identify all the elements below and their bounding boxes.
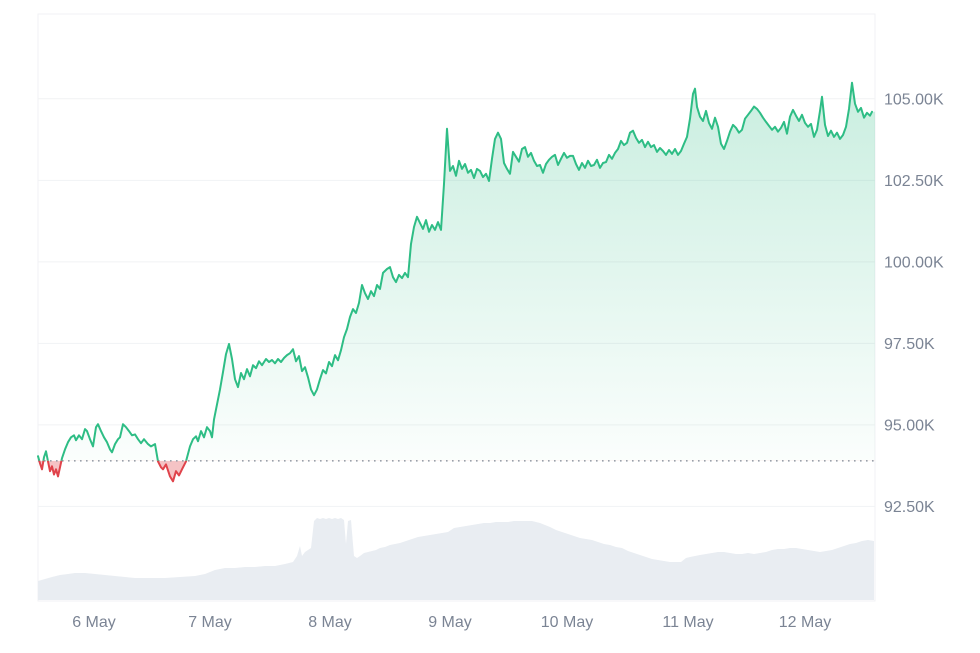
- x-axis-tick-label: 6 May: [72, 614, 116, 631]
- y-axis-tick-label: 105.00K: [884, 91, 944, 108]
- price-line-up: [37, 81, 873, 461]
- volume-area: [38, 518, 874, 600]
- y-axis-tick-label: 95.00K: [884, 417, 935, 434]
- x-axis-tick-label: 12 May: [779, 614, 831, 631]
- x-axis-tick-label: 7 May: [188, 614, 232, 631]
- y-axis-tick-label: 102.50K: [884, 173, 944, 190]
- x-axis-tick-label: 8 May: [308, 614, 352, 631]
- y-axis-tick-label: 100.00K: [884, 254, 944, 271]
- x-axis-tick-label: 10 May: [541, 614, 593, 631]
- price-area-fill: [38, 82, 875, 461]
- x-axis-tick-label: 9 May: [428, 614, 472, 631]
- x-axis-tick-label: 11 May: [662, 614, 713, 631]
- price-line-down: [38, 460, 188, 483]
- y-axis-tick-label: 92.50K: [884, 499, 935, 516]
- y-axis-tick-label: 97.50K: [884, 336, 935, 353]
